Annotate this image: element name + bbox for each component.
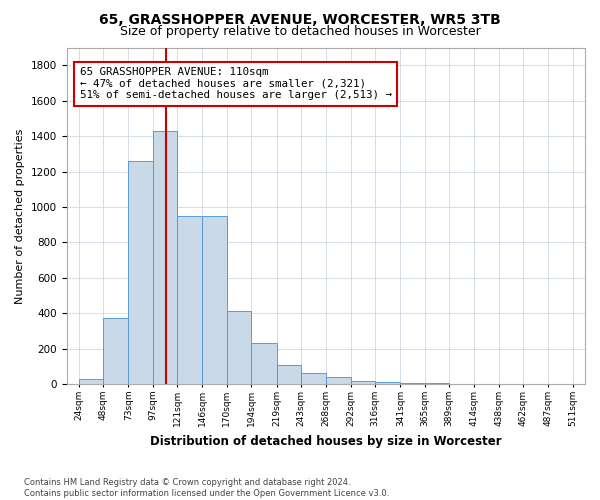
Bar	[301, 372, 326, 384]
Bar	[153, 131, 177, 384]
Text: Contains HM Land Registry data © Crown copyright and database right 2024.
Contai: Contains HM Land Registry data © Crown c…	[24, 478, 389, 498]
Bar	[202, 216, 227, 384]
Bar	[400, 383, 425, 384]
Bar	[375, 382, 400, 384]
Bar	[277, 364, 301, 384]
Bar	[326, 377, 350, 384]
Text: 65, GRASSHOPPER AVENUE, WORCESTER, WR5 3TB: 65, GRASSHOPPER AVENUE, WORCESTER, WR5 3…	[99, 12, 501, 26]
X-axis label: Distribution of detached houses by size in Worcester: Distribution of detached houses by size …	[150, 434, 502, 448]
Text: 65 GRASSHOPPER AVENUE: 110sqm
← 47% of detached houses are smaller (2,321)
51% o: 65 GRASSHOPPER AVENUE: 110sqm ← 47% of d…	[80, 67, 392, 100]
Y-axis label: Number of detached properties: Number of detached properties	[15, 128, 25, 304]
Bar	[103, 318, 128, 384]
Bar	[350, 381, 375, 384]
Bar	[128, 161, 153, 384]
Bar	[177, 216, 202, 384]
Bar	[227, 310, 251, 384]
Bar	[251, 344, 277, 384]
Bar	[79, 379, 103, 384]
Text: Size of property relative to detached houses in Worcester: Size of property relative to detached ho…	[119, 25, 481, 38]
